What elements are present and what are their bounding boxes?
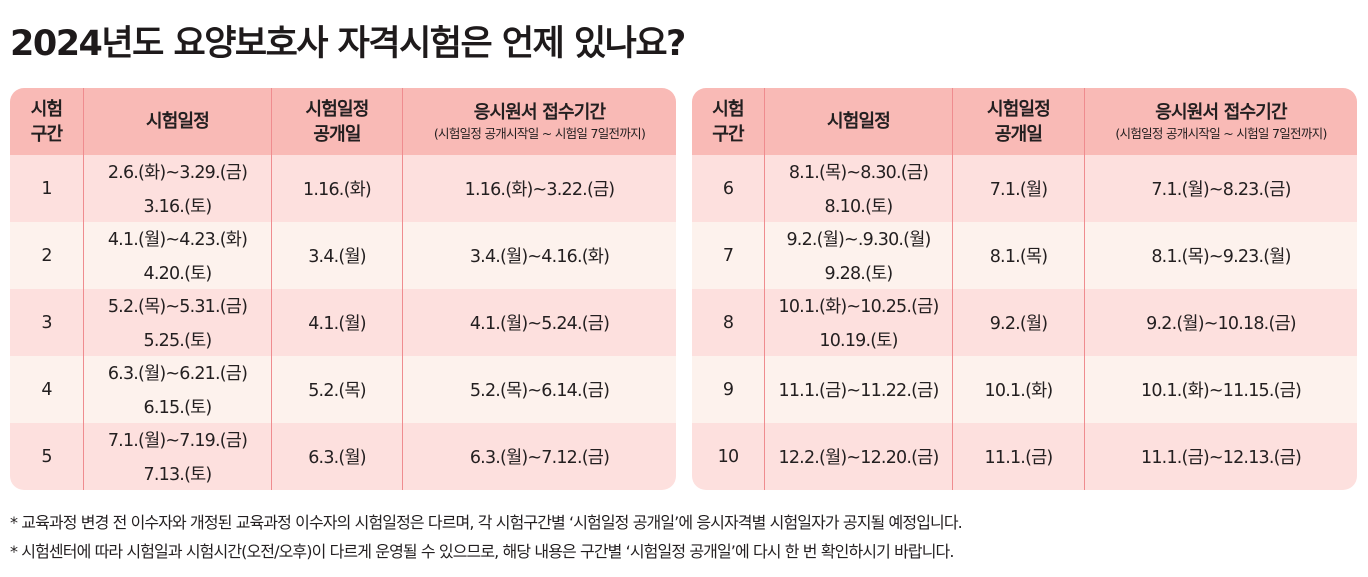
header-schedule: 시험일정 [765, 88, 953, 155]
cell-schedule: 6.3.(월)~6.21.(금) 6.15.(토) [84, 356, 272, 423]
cell-announce: 8.1.(목) [953, 222, 1085, 289]
cell-announce: 11.1.(금) [953, 423, 1085, 490]
cell-apply: 9.2.(월)~10.18.(금) [1085, 289, 1357, 356]
cell-announce: 4.1.(월) [272, 289, 403, 356]
exam-date: 9.28.(토) [824, 263, 894, 284]
schedule-range: 9.2.(월)~.9.30.(월) [786, 230, 931, 251]
header-announce-line1: 시험일정 [305, 98, 369, 120]
header-section-line2: 구간 [30, 123, 63, 145]
exam-date: 10.19.(토) [819, 330, 898, 351]
exam-schedule-table-right: 시험 구간 시험일정 시험일정 공개일 응시원서 접수기간 (시험일정 공개시작… [692, 88, 1357, 490]
header-apply-sub: (시험일정 공개시작일 ~ 시험일 7일전까지) [433, 126, 646, 141]
header-section: 시험 구간 [10, 88, 84, 155]
exam-date: 4.20.(토) [143, 263, 213, 284]
header-announce-line2: 공개일 [994, 123, 1043, 145]
cell-apply: 1.16.(화)~3.22.(금) [403, 155, 676, 222]
header-schedule: 시험일정 [84, 88, 272, 155]
cell-section: 8 [692, 289, 765, 356]
header-apply-sub: (시험일정 공개시작일 ~ 시험일 7일전까지) [1115, 126, 1327, 141]
exam-date: 8.10.(토) [824, 196, 894, 217]
cell-schedule: 5.2.(목)~5.31.(금) 5.25.(토) [84, 289, 272, 356]
header-schedule-label: 시험일정 [145, 111, 210, 132]
footnote: * 시험센터에 따라 시험일과 시험시간(오전/오후)이 다르게 운영될 수 있… [10, 542, 954, 561]
cell-announce: 5.2.(목) [272, 356, 403, 423]
header-schedule-label: 시험일정 [826, 111, 891, 132]
footnote: * 교육과정 변경 전 이수자와 개정된 교육과정 이수자의 시험일정은 다르며… [10, 513, 963, 532]
cell-apply: 4.1.(월)~5.24.(금) [403, 289, 676, 356]
cell-section: 4 [10, 356, 84, 423]
exam-schedule-table-left: 시험 구간 시험일정 시험일정 공개일 응시원서 접수기간 (시험일정 공개시작… [10, 88, 676, 490]
cell-apply: 5.2.(목)~6.14.(금) [403, 356, 676, 423]
header-section-line2: 구간 [712, 123, 744, 145]
header-announce-line2: 공개일 [313, 123, 361, 145]
schedule-range: 6.3.(월)~6.21.(금) [107, 364, 248, 385]
exam-date: 5.25.(토) [143, 330, 213, 351]
cell-schedule: 9.2.(월)~.9.30.(월) 9.28.(토) [765, 222, 953, 289]
schedule-range: 8.1.(목)~8.30.(금) [788, 163, 929, 184]
header-section-line1: 시험 [30, 98, 63, 120]
schedule-range: 5.2.(목)~5.31.(금) [107, 297, 248, 318]
cell-section: 5 [10, 423, 84, 490]
exam-date: 6.15.(토) [143, 397, 213, 418]
cell-announce: 1.16.(화) [272, 155, 403, 222]
header-apply-main: 응시원서 접수기간 [1155, 102, 1287, 123]
cell-apply: 7.1.(월)~8.23.(금) [1085, 155, 1357, 222]
page-title: 2024년도 요양보호사 자격시험은 언제 있나요? [10, 24, 686, 64]
schedule-range: 7.1.(월)~7.19.(금) [107, 431, 248, 452]
cell-apply: 10.1.(화)~11.15.(금) [1085, 356, 1357, 423]
schedule-range: 10.1.(화)~10.25.(금) [778, 297, 940, 318]
cell-section: 2 [10, 222, 84, 289]
header-announce: 시험일정 공개일 [953, 88, 1085, 155]
cell-section: 7 [692, 222, 765, 289]
header-apply-main: 응시원서 접수기간 [473, 102, 606, 123]
cell-section: 3 [10, 289, 84, 356]
cell-apply: 3.4.(월)~4.16.(화) [403, 222, 676, 289]
cell-schedule: 10.1.(화)~10.25.(금) 10.19.(토) [765, 289, 953, 356]
cell-schedule: 11.1.(금)~11.22.(금) [765, 356, 953, 423]
cell-section: 6 [692, 155, 765, 222]
header-announce-line1: 시험일정 [986, 98, 1051, 120]
cell-apply: 6.3.(월)~7.12.(금) [403, 423, 676, 490]
header-section: 시험 구간 [692, 88, 765, 155]
cell-schedule: 8.1.(목)~8.30.(금) 8.10.(토) [765, 155, 953, 222]
header-apply: 응시원서 접수기간 (시험일정 공개시작일 ~ 시험일 7일전까지) [1085, 88, 1357, 155]
cell-announce: 6.3.(월) [272, 423, 403, 490]
cell-announce: 10.1.(화) [953, 356, 1085, 423]
exam-date: 3.16.(토) [143, 196, 213, 217]
footnotes: * 교육과정 변경 전 이수자와 개정된 교육과정 이수자의 시험일정은 다르며… [10, 508, 963, 566]
exam-date: 7.13.(토) [143, 464, 213, 485]
header-section-line1: 시험 [712, 98, 744, 120]
cell-announce: 9.2.(월) [953, 289, 1085, 356]
cell-announce: 3.4.(월) [272, 222, 403, 289]
cell-schedule: 12.2.(월)~12.20.(금) [765, 423, 953, 490]
schedule-range: 4.1.(월)~4.23.(화) [107, 230, 248, 251]
header-announce: 시험일정 공개일 [272, 88, 403, 155]
cell-apply: 11.1.(금)~12.13.(금) [1085, 423, 1357, 490]
cell-announce: 7.1.(월) [953, 155, 1085, 222]
header-apply: 응시원서 접수기간 (시험일정 공개시작일 ~ 시험일 7일전까지) [403, 88, 676, 155]
cell-section: 10 [692, 423, 765, 490]
schedule-range: 2.6.(화)~3.29.(금) [107, 163, 248, 184]
cell-apply: 8.1.(목)~9.23.(월) [1085, 222, 1357, 289]
cell-schedule: 4.1.(월)~4.23.(화) 4.20.(토) [84, 222, 272, 289]
cell-section: 1 [10, 155, 84, 222]
cell-section: 9 [692, 356, 765, 423]
cell-schedule: 7.1.(월)~7.19.(금) 7.13.(토) [84, 423, 272, 490]
cell-schedule: 2.6.(화)~3.29.(금) 3.16.(토) [84, 155, 272, 222]
